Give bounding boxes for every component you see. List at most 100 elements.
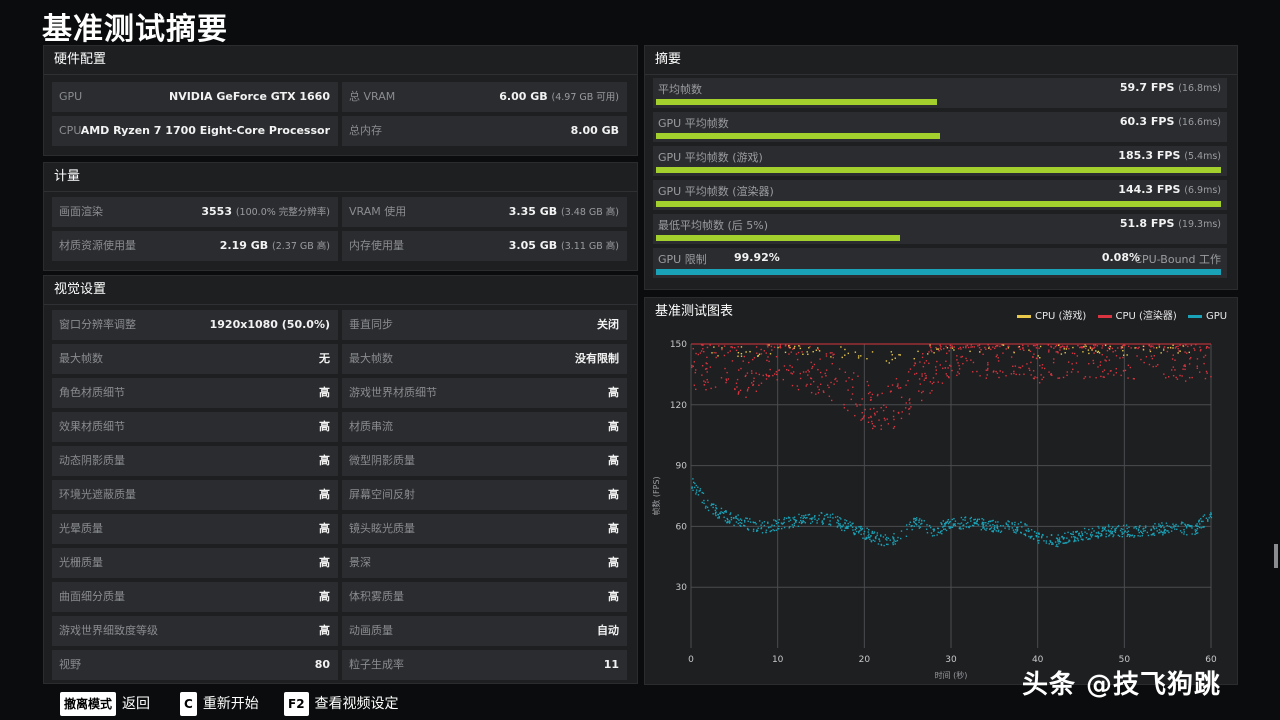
data-point [790, 351, 792, 353]
data-point [1008, 521, 1010, 523]
summary-row-sub: (19.3ms) [1178, 219, 1221, 230]
visual-cell[interactable]: 光栅质量高 [52, 548, 338, 578]
data-point [714, 509, 717, 512]
data-point [977, 345, 979, 347]
data-point [821, 376, 823, 378]
data-point [735, 382, 738, 384]
visual-cell[interactable]: 镜头眩光质量高 [342, 514, 627, 544]
data-point [1016, 528, 1019, 531]
data-point [702, 492, 705, 494]
data-point [740, 525, 742, 527]
visual-cell[interactable]: 角色材质细节高 [52, 378, 338, 408]
visual-cell-value: 高 [608, 378, 619, 408]
data-point [1052, 361, 1055, 364]
data-point [862, 537, 864, 539]
data-point [1104, 344, 1107, 347]
data-point [992, 519, 994, 522]
data-point [1172, 374, 1175, 377]
data-point [949, 527, 952, 529]
data-point [981, 522, 984, 524]
visual-cell[interactable]: 材质串流高 [342, 412, 627, 442]
data-point [1121, 346, 1123, 348]
data-point [706, 362, 708, 365]
data-point [1202, 526, 1204, 528]
visual-cell[interactable]: 效果材质细节高 [52, 412, 338, 442]
data-point [1207, 520, 1209, 522]
data-point [810, 377, 813, 380]
data-point [1030, 361, 1032, 364]
data-point [893, 425, 896, 428]
data-point [1081, 533, 1083, 535]
visual-cell[interactable]: 环境光遮蔽质量高 [52, 480, 338, 510]
data-point [993, 370, 995, 372]
data-point [923, 520, 925, 522]
data-point [1030, 374, 1032, 376]
visual-cell-value: 高 [608, 480, 619, 510]
data-point [800, 521, 803, 523]
data-point [1150, 528, 1152, 531]
data-point [737, 514, 739, 516]
visual-cell[interactable]: 窗口分辨率调整 1920x1080 (50.0%) [52, 310, 338, 340]
data-point [735, 517, 737, 520]
data-point [1058, 537, 1061, 539]
footer-back[interactable]: 撤离模式 返回 [60, 692, 150, 716]
data-point [1033, 377, 1035, 380]
visual-cell[interactable]: 垂直同步 关闭 [342, 310, 627, 340]
data-point [997, 360, 1000, 362]
data-point [802, 520, 804, 522]
data-point [1203, 526, 1205, 528]
visual-cell[interactable]: 曲面细分质量高 [52, 582, 338, 612]
data-point [805, 385, 807, 387]
data-point [956, 374, 958, 377]
data-point [1043, 540, 1045, 542]
data-point [782, 522, 784, 525]
data-point [1072, 531, 1075, 533]
data-point [861, 528, 863, 531]
data-point [1005, 522, 1007, 524]
visual-cell[interactable]: 动态阴影质量高 [52, 446, 338, 476]
visual-cell-value-text: 高 [319, 624, 330, 637]
visual-cell[interactable]: 体积雾质量高 [342, 582, 627, 612]
footer-restart[interactable]: C 重新开始 [180, 692, 259, 716]
visual-cell[interactable]: 粒子生成率 11 [342, 650, 627, 680]
visual-cell[interactable]: 最大帧数 没有限制 [342, 344, 627, 374]
visual-cell[interactable]: 视野 80 [52, 650, 338, 680]
data-point [713, 503, 715, 506]
data-point [1179, 374, 1181, 377]
data-point [715, 507, 717, 509]
visual-cell[interactable]: 动画质量 自动 [342, 616, 627, 646]
data-point [1154, 523, 1156, 525]
data-point [998, 376, 1000, 379]
data-point [737, 392, 740, 394]
data-point [1172, 354, 1174, 356]
data-point [941, 523, 943, 526]
data-point [725, 379, 728, 382]
data-point [1089, 376, 1091, 378]
data-point [1209, 513, 1211, 516]
data-point [909, 402, 911, 404]
visual-cell[interactable]: 微型阴影质量高 [342, 446, 627, 476]
data-point [1017, 523, 1020, 525]
visual-cell[interactable]: 最大帧数无 [52, 344, 338, 374]
data-point [744, 521, 746, 523]
visual-cell[interactable]: 景深高 [342, 548, 627, 578]
data-point [813, 363, 816, 366]
footer-video-settings[interactable]: F2 查看视频设定 [284, 692, 399, 716]
visual-cell[interactable]: 屏幕空间反射高 [342, 480, 627, 510]
visual-cell[interactable]: 游戏世界材质细节高 [342, 378, 627, 408]
data-point [916, 517, 918, 519]
data-point [838, 368, 841, 370]
visual-cell-value: 高 [608, 446, 619, 476]
visual-cell[interactable]: 游戏世界细致度等级高 [52, 616, 338, 646]
data-point [1012, 529, 1015, 531]
data-point [1058, 542, 1060, 545]
data-point [1023, 373, 1025, 375]
data-point [1084, 347, 1087, 350]
data-point [775, 373, 778, 376]
data-point [823, 518, 825, 521]
data-point [1188, 376, 1191, 379]
data-point [1107, 373, 1109, 375]
data-point [737, 355, 739, 357]
scrollbar-thumb[interactable] [1274, 544, 1278, 568]
visual-cell[interactable]: 光晕质量高 [52, 514, 338, 544]
